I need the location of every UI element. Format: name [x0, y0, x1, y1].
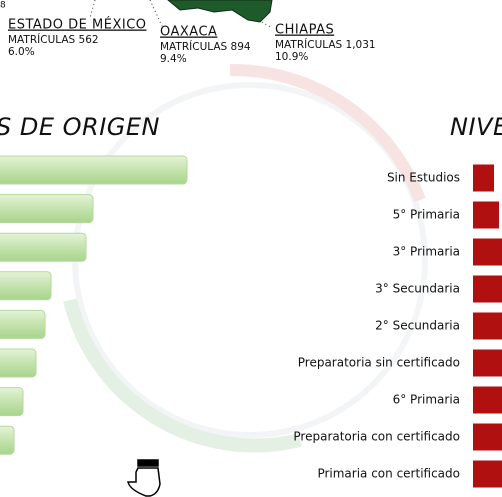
bar — [0, 425, 15, 455]
bar — [473, 460, 502, 488]
bar — [0, 348, 37, 378]
chart-title: S DE ORIGEN — [0, 113, 160, 141]
state-name: OAXACA — [160, 25, 217, 40]
state-share: 9.4% — [160, 53, 187, 65]
state-count: MATRÍCULAS 1,031 — [275, 38, 376, 51]
map-dots — [89, 0, 273, 29]
category-label: 2° Secundaria — [375, 319, 460, 333]
bar — [473, 312, 502, 340]
bar — [473, 201, 499, 229]
cursor — [127, 459, 161, 497]
bar — [0, 155, 188, 185]
bar — [473, 164, 494, 192]
category-label: 6° Primaria — [393, 393, 460, 407]
category-label: 5° Primaria — [393, 208, 460, 222]
category-label: Preparatoria con certificado — [293, 430, 460, 444]
bar — [0, 232, 87, 262]
bar — [473, 423, 502, 451]
map — [167, 0, 273, 23]
bar — [0, 387, 24, 417]
note: 8 — [0, 1, 6, 11]
bar — [473, 386, 502, 414]
state-share: 6.0% — [8, 46, 35, 58]
category-label: 3° Secundaria — [375, 282, 460, 296]
bar — [473, 238, 502, 266]
state-share: 10.9% — [275, 51, 308, 63]
state-count: MATRÍCULAS 894 — [160, 40, 251, 53]
state-count: MATRÍCULAS 562 — [8, 33, 99, 46]
bar — [0, 194, 94, 224]
state-name: ESTADO DE MÉXICO — [8, 17, 147, 33]
bar — [0, 271, 52, 301]
category-label: Preparatoria sin certificado — [298, 356, 460, 370]
bar — [473, 275, 502, 303]
category-label: 3° Primaria — [393, 245, 460, 259]
category-label: Sin Estudios — [387, 171, 460, 185]
category-label: Primaria con certificado — [317, 467, 460, 481]
bar — [473, 349, 502, 377]
state-name: CHIAPAS — [275, 23, 334, 38]
bar — [0, 309, 46, 339]
